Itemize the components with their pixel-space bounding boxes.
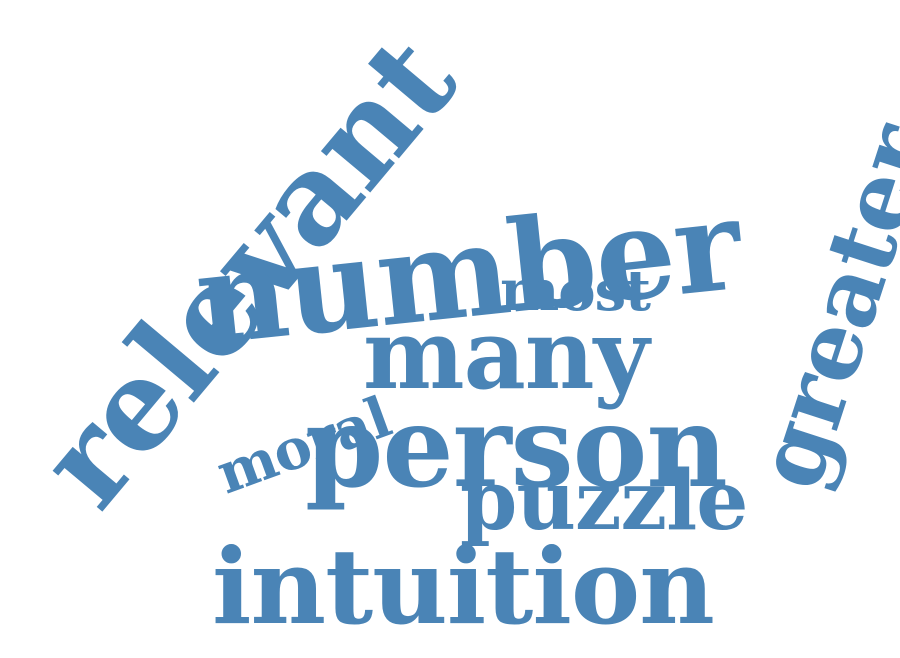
- word-intuition: intuition: [212, 525, 715, 648]
- word-greater: greater: [734, 112, 900, 501]
- word-puzzle: puzzle: [460, 453, 748, 549]
- word-most: most: [500, 258, 651, 324]
- word-person: person: [305, 382, 728, 513]
- word-many: many: [363, 298, 649, 411]
